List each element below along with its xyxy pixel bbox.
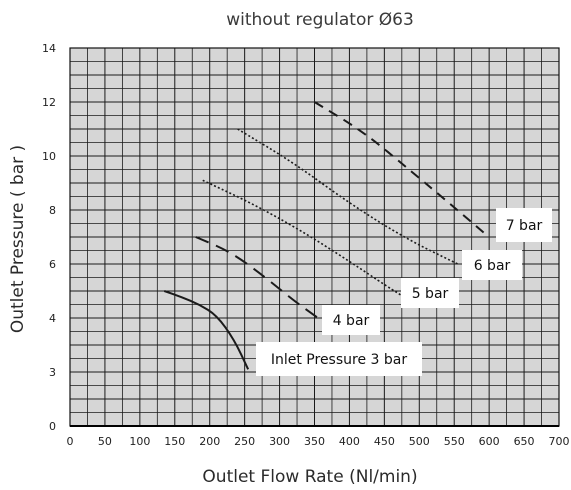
annotation-label: 6 bar [474,258,511,274]
annotation-label: 5 bar [412,286,449,302]
annotations: Inlet Pressure 3 bar 4 bar 5 bar 6 bar 7 bar [256,208,552,376]
y-tick-label: 12 [42,96,56,109]
annotation-label: 7 bar [506,218,543,234]
x-tick-label: 150 [164,435,185,448]
x-tick-label: 700 [549,435,570,448]
annotation-box [496,208,552,242]
x-tick-label: 500 [409,435,430,448]
x-tick-label: 250 [234,435,255,448]
y-tick-label: 6 [49,258,56,271]
x-tick-label: 300 [269,435,290,448]
chart-title: without regulator Ø63 [226,10,414,30]
x-axis-label: Outlet Flow Rate (Nl/min) [202,467,417,487]
y-tick-label: 0 [49,420,56,433]
y-tick-label: 14 [42,42,56,55]
annotation-box [462,250,522,280]
annotation-label: 4 bar [333,313,370,329]
annotation-box [256,342,422,376]
x-tick-labels: 0 50 100 150 200 250 300 350 400 450 500 550 600 650 7… [67,435,570,448]
annotation-label: Inlet Pressure 3 bar [271,352,407,368]
x-tick-label: 650 [514,435,535,448]
y-axis-label: Outlet Pressure ( bar ) [8,145,28,333]
x-tick-label: 400 [339,435,360,448]
series-lines [163,101,487,370]
series-line-3 [237,128,459,265]
y-tick-label: 3 [49,366,56,379]
x-tick-label: 0 [67,435,74,448]
y-tick-label: 4 [49,312,56,325]
x-tick-label: 200 [199,435,220,448]
x-tick-label: 350 [304,435,325,448]
x-tick-label: 550 [444,435,465,448]
annotation-box [401,278,459,308]
x-tick-label: 600 [479,435,500,448]
y-tick-labels: 0 3 4 6 8 10 12 14 [42,42,56,433]
series-line-1 [195,236,319,319]
series-line-2 [202,179,406,299]
x-tick-label: 450 [374,435,395,448]
annotation-box [322,305,380,335]
y-tick-label: 8 [49,204,56,217]
x-tick-label: 100 [129,435,150,448]
series-line-0 [163,290,250,370]
x-tick-label: 50 [98,435,112,448]
y-tick-label: 10 [42,150,56,163]
series-line-4 [313,101,487,236]
